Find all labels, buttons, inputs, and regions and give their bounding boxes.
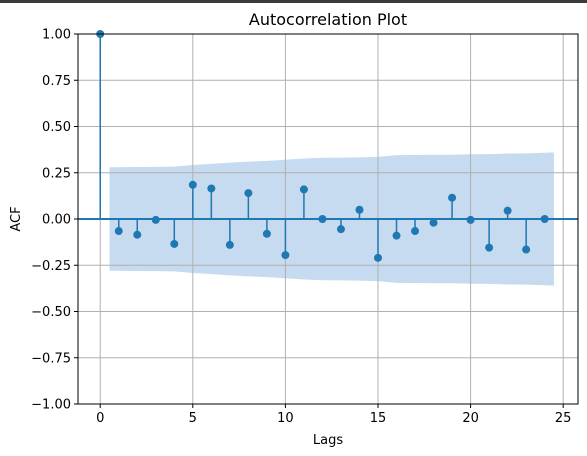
acf-point <box>151 215 160 224</box>
acf-point <box>503 206 512 215</box>
acf-point <box>188 180 197 189</box>
y-tick-label: −0.75 <box>31 351 71 366</box>
acf-point <box>299 185 308 194</box>
y-tick-label: −1.00 <box>31 398 71 413</box>
y-tick-label: −0.50 <box>31 305 71 320</box>
x-tick-label: 15 <box>370 411 387 426</box>
x-tick-label: 5 <box>189 411 197 426</box>
acf-point <box>170 239 179 248</box>
x-tick-label: 10 <box>277 411 294 426</box>
acf-point <box>411 227 420 236</box>
markers-layer <box>96 30 549 262</box>
acf-point <box>448 193 457 202</box>
acf-point <box>540 215 549 223</box>
y-axis-label: ACF <box>9 206 24 231</box>
x-tick-label: 20 <box>462 411 479 426</box>
y-tick-label: 0.00 <box>42 213 71 228</box>
acf-point <box>262 229 271 238</box>
acf-point <box>225 240 234 249</box>
y-tick-label: 0.75 <box>42 74 71 89</box>
acf-point <box>466 215 475 224</box>
y-tick-label: 0.25 <box>42 166 71 181</box>
x-ticks-layer: 0 5 10 15 20 25 <box>96 404 571 426</box>
y-tick-label: 0.50 <box>42 120 71 135</box>
y-tick-label: 1.00 <box>42 28 71 43</box>
y-tick-label: −0.25 <box>31 259 71 274</box>
x-tick-label: 0 <box>96 411 104 426</box>
x-axis-label: Lags <box>313 433 343 448</box>
acf-point <box>522 245 531 254</box>
acf-point <box>355 205 364 214</box>
acf-point <box>336 225 345 234</box>
acf-point <box>281 251 290 260</box>
acf-point <box>392 231 401 240</box>
y-ticks-layer: 1.00 0.75 0.50 0.25 0.00 −0.25 −0.50 −0.75 −1.00 <box>31 28 78 413</box>
acf-point <box>318 215 327 223</box>
stems-layer <box>99 34 527 258</box>
chart-title: Autocorrelation Plot <box>249 10 407 29</box>
acf-point <box>207 184 216 193</box>
window-top-border <box>0 0 587 3</box>
acf-point <box>374 253 382 262</box>
acf-point <box>244 189 253 198</box>
x-tick-label: 25 <box>555 411 572 426</box>
acf-point <box>429 218 438 227</box>
acf-point <box>133 230 142 239</box>
acf-point <box>485 243 494 252</box>
acf-point <box>114 227 123 236</box>
